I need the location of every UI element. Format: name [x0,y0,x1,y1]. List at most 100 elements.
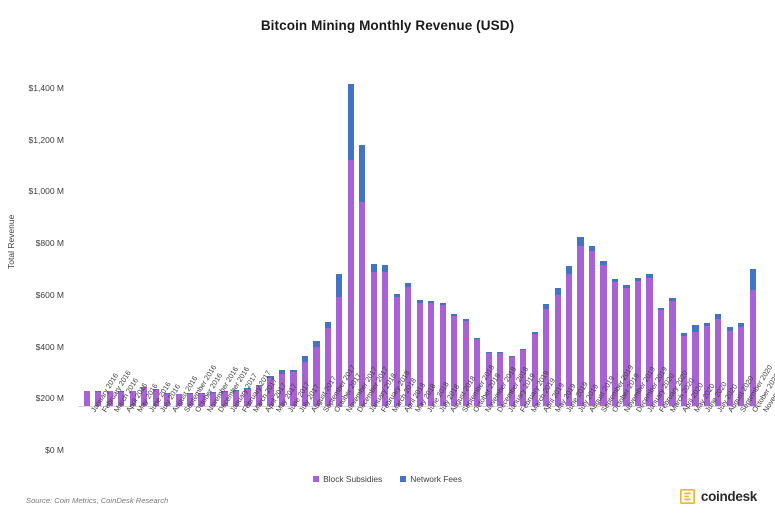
bar-column[interactable] [104,44,115,406]
bar-column[interactable] [471,44,482,406]
x-axis-tick-label: July 2016 [158,382,183,414]
bar-column[interactable] [724,44,735,406]
bar-column[interactable] [449,44,460,406]
bar-segment-block-subsidies [313,346,320,406]
bar-segment-network-fees [129,390,136,392]
bar-segment-network-fees [278,369,286,374]
bar-segment-block-subsidies [565,274,573,406]
bar-segment-block-subsidies [657,310,665,406]
brand-name: coindesk [700,489,757,504]
bar-column[interactable] [460,44,471,406]
bar-column[interactable] [207,44,218,406]
bar-column[interactable] [426,44,437,406]
x-axis-tick-label: January 2019 [506,371,538,414]
bar-segment-network-fees [347,84,354,161]
bar-segment-network-fees [474,337,481,339]
bar-column[interactable] [655,44,666,406]
bar-segment-network-fees [175,393,182,395]
x-axis-tick-label: October 2017 [332,371,364,414]
bar-column[interactable] [437,44,448,406]
bar-column[interactable] [517,44,528,406]
bar-segment-network-fees [301,356,309,363]
x-axis-tick-label: November 2017 [343,365,379,414]
bar-series-group [78,44,762,406]
bar-column[interactable] [621,44,632,406]
bar-column[interactable] [184,44,195,406]
bar-column[interactable] [242,44,253,406]
bar-segment-block-subsidies [692,332,699,406]
bar-column[interactable] [81,44,92,406]
bar-column[interactable] [380,44,391,406]
bar-segment-network-fees [680,333,688,337]
bar-column[interactable] [196,44,207,406]
bar-segment-block-subsidies [428,302,435,406]
coindesk-mark-icon [679,488,695,505]
x-axis-tick-label: September 2018 [459,363,496,414]
bar-column[interactable] [736,44,747,406]
bar-column[interactable] [115,44,126,406]
bar-column[interactable] [644,44,655,406]
bar-segment-network-fees [715,313,722,320]
bar-column[interactable] [494,44,505,406]
bar-column[interactable] [265,44,276,406]
bar-column[interactable] [138,44,149,406]
bar-column[interactable] [552,44,563,406]
bar-column[interactable] [391,44,402,406]
legend-item[interactable]: Block Subsidies [313,474,382,484]
bar-segment-network-fees [95,391,102,392]
bar-column[interactable] [219,44,230,406]
x-axis-tick-label: March 2017 [251,376,280,414]
bar-column[interactable] [598,44,609,406]
bar-column[interactable] [288,44,299,406]
bar-segment-network-fees [393,294,400,298]
bar-column[interactable] [334,44,345,406]
bar-column[interactable] [357,44,368,406]
x-axis-tick-label: October 2018 [471,371,503,414]
bar-column[interactable] [575,44,586,406]
bar-column[interactable] [414,44,425,406]
bar-segment-network-fees [255,384,263,387]
bar-column[interactable] [632,44,643,406]
bar-column[interactable] [678,44,689,406]
bar-segment-network-fees [118,391,125,392]
bar-segment-block-subsidies [370,271,377,406]
bar-column[interactable] [150,44,161,406]
x-axis-tick-label: February 2020 [657,369,690,414]
x-axis-ticks: January 2016 February 2016 March 2016 April… [78,363,775,473]
bar-segment-block-subsidies [634,280,642,406]
bar-column[interactable] [299,44,310,406]
bar-column[interactable] [506,44,517,406]
bar-column[interactable] [368,44,379,406]
x-axis-tick-label: June 2019 [564,380,590,414]
x-axis-tick-label: December 2017 [355,365,390,414]
bar-column[interactable] [540,44,551,406]
bar-column[interactable] [253,44,264,406]
bar-column[interactable] [173,44,184,406]
bar-column[interactable] [529,44,540,406]
bar-column[interactable] [276,44,287,406]
bar-column[interactable] [690,44,701,406]
legend-item[interactable]: Network Fees [400,474,462,484]
bar-column[interactable] [403,44,414,406]
x-axis-tick-label: March 2018 [390,376,418,413]
bar-column[interactable] [161,44,172,406]
x-axis-tick-label: January 2020 [645,371,677,414]
bar-column[interactable] [322,44,333,406]
bar-column[interactable] [127,44,138,406]
bar-column[interactable] [701,44,712,406]
bar-column[interactable] [747,44,758,406]
bar-column[interactable] [667,44,678,406]
legend-label: Network Fees [410,474,462,484]
bar-column[interactable] [609,44,620,406]
bar-column[interactable] [345,44,356,406]
x-axis-tick-label: January 2017 [228,371,259,413]
bar-column[interactable] [713,44,724,406]
bar-column[interactable] [230,44,241,406]
bar-column[interactable] [586,44,597,406]
bar-column[interactable] [311,44,322,406]
bar-segment-block-subsidies [738,327,745,406]
bar-segment-block-subsidies [703,325,710,406]
bar-column[interactable] [483,44,494,406]
bar-column[interactable] [92,44,103,406]
bar-column[interactable] [563,44,574,406]
